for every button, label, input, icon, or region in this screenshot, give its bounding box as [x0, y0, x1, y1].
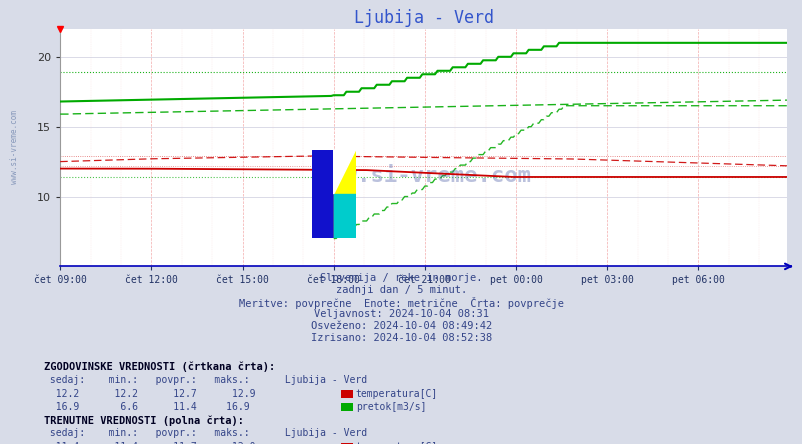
Text: 12.2      12.2      12.7      12.9: 12.2 12.2 12.7 12.9 [44, 388, 255, 399]
Text: Meritve: povprečne  Enote: metrične  Črta: povprečje: Meritve: povprečne Enote: metrične Črta:… [239, 297, 563, 309]
Text: 16.9       6.6      11.4     16.9: 16.9 6.6 11.4 16.9 [44, 402, 249, 412]
Text: www.si-vreme.com: www.si-vreme.com [10, 110, 19, 183]
Text: sedaj:    min.:   povpr.:   maks.:      Ljubija - Verd: sedaj: min.: povpr.: maks.: Ljubija - Ve… [44, 375, 367, 385]
Text: TRENUTNE VREDNOSTI (polna črta):: TRENUTNE VREDNOSTI (polna črta): [44, 415, 244, 426]
Text: www.si-vreme.com: www.si-vreme.com [316, 166, 530, 186]
Polygon shape [334, 150, 355, 194]
Text: temperatura[C]: temperatura[C] [355, 442, 437, 444]
Text: Izrisano: 2024-10-04 08:52:38: Izrisano: 2024-10-04 08:52:38 [310, 333, 492, 343]
Text: Osveženo: 2024-10-04 08:49:42: Osveženo: 2024-10-04 08:49:42 [310, 321, 492, 331]
Text: Slovenija / reke in morje.: Slovenija / reke in morje. [320, 273, 482, 283]
Polygon shape [334, 194, 355, 238]
Text: temperatura[C]: temperatura[C] [355, 388, 437, 399]
Text: 11.4      11.4      11.7      12.0: 11.4 11.4 11.7 12.0 [44, 442, 255, 444]
Text: ZGODOVINSKE VREDNOSTI (črtkana črta):: ZGODOVINSKE VREDNOSTI (črtkana črta): [44, 362, 275, 373]
Text: sedaj:    min.:   povpr.:   maks.:      Ljubija - Verd: sedaj: min.: povpr.: maks.: Ljubija - Ve… [44, 428, 367, 439]
Text: pretok[m3/s]: pretok[m3/s] [355, 402, 426, 412]
Bar [334, 150, 355, 238]
Bar [311, 150, 334, 238]
Title: Ljubija - Verd: Ljubija - Verd [353, 9, 493, 27]
Text: zadnji dan / 5 minut.: zadnji dan / 5 minut. [335, 285, 467, 295]
Text: Veljavnost: 2024-10-04 08:31: Veljavnost: 2024-10-04 08:31 [314, 309, 488, 319]
